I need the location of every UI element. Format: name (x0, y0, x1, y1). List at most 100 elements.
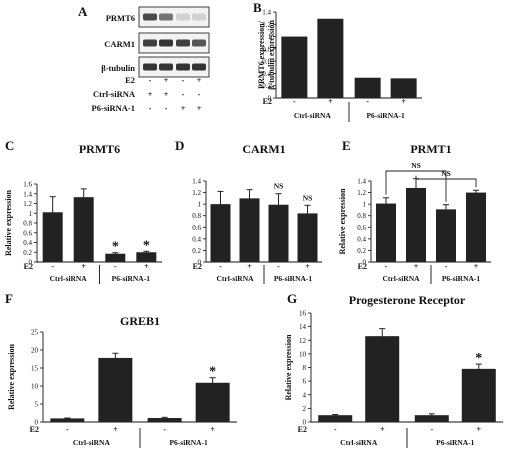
panel-label: C (5, 138, 14, 153)
treatment-sign: + (144, 262, 149, 271)
bar (98, 357, 133, 422)
blot-band (143, 13, 157, 21)
y-tick-label: 10 (31, 383, 39, 391)
group-label: Ctrl-siRNA (382, 274, 420, 283)
y-tick-label: 0.2 (23, 249, 32, 257)
y-tick-label: 1 (29, 210, 33, 218)
ns-annotation: NS (274, 182, 284, 191)
chart-title: Progesterone Receptor (349, 293, 466, 307)
chart-panel-f: F GREB1 Relative expression 0 5 10 15 20 25 - + - * +… (5, 291, 237, 448)
bar (436, 209, 456, 262)
y-tick-label: 15 (31, 365, 39, 373)
bar (73, 197, 94, 262)
treatment-label: E2 (298, 425, 307, 434)
y-tick-label: 0 (198, 259, 202, 267)
chart-title: CARM1 (242, 142, 285, 156)
treatment-label: E2 (30, 425, 39, 434)
chart-panel-d: D CARM1 0 0.2 0.4 0.6 0.8 1 1.2 1.4 - + NS - NS + E2 Ctrl… (175, 138, 322, 284)
y-tick-label: 1.4 (23, 190, 32, 198)
y-tick-label: 0.6 (23, 229, 32, 237)
bar (317, 18, 344, 99)
blot-treatment-sign: + (148, 90, 153, 99)
y-tick-label: 1.4 (262, 9, 271, 17)
blot-treatment-sign: + (164, 90, 169, 99)
y-axis-label: Relative expression (338, 188, 347, 254)
y-axis-label-line: PRMT6 expression/ (257, 20, 266, 88)
chart-panel-b: B PRMT6 expression/β-tubulin expression 0 0… (253, 0, 422, 122)
bar (210, 204, 231, 262)
blot-band (159, 13, 173, 21)
chart-panel-g: G Progesterone Receptor Relative expressio… (284, 291, 503, 448)
chart-title: PRMT1 (410, 142, 451, 156)
significance-star: * (475, 351, 482, 366)
y-tick-label: 1.2 (192, 189, 201, 197)
chart-title: PRMT6 (79, 142, 120, 156)
bar (390, 78, 417, 98)
y-tick-label: 2 (303, 405, 307, 413)
y-tick-label: 0.6 (262, 58, 271, 66)
y-tick-label: 8 (303, 364, 307, 372)
bracket-label: NS (441, 169, 451, 178)
y-tick-label: 0.4 (357, 235, 366, 243)
blot-strip (138, 6, 210, 28)
y-tick-label: 0 (29, 259, 33, 267)
treatment-sign: + (328, 97, 333, 106)
treatment-sign: + (113, 425, 118, 434)
group-label: Ctrl-siRNA (294, 111, 332, 120)
treatment-sign: + (380, 425, 385, 434)
blot-band (176, 13, 190, 21)
y-tick-label: 0.4 (192, 235, 201, 243)
y-tick-label: 0.4 (23, 239, 32, 247)
blot-treatment-sign: + (181, 104, 186, 113)
blot-band (192, 63, 206, 71)
significance-star: * (209, 365, 216, 380)
bar (147, 418, 182, 422)
y-tick-label: 0.8 (262, 45, 271, 53)
y-tick-label: 12 (299, 337, 307, 345)
y-tick-label: 0.4 (262, 70, 271, 78)
blot-treatment-label: P6-siRNA-1 (92, 103, 135, 113)
y-tick-label: 4 (303, 391, 307, 399)
treatment-sign: - (66, 425, 69, 434)
y-tick-label: 1.2 (262, 21, 271, 29)
group-label: P6-siRNA-1 (274, 274, 313, 283)
treatment-sign: - (114, 262, 117, 271)
treatment-sign: - (430, 425, 433, 434)
y-tick-label: 0 (363, 259, 367, 267)
blot-band (143, 63, 157, 71)
y-tick-label: 1 (363, 201, 367, 209)
y-tick-label: 25 (31, 329, 39, 337)
y-tick-label: 20 (31, 347, 39, 355)
bracket-label: NS (411, 161, 421, 170)
blot-treatment-label: E2 (125, 75, 135, 85)
blot-treatment-label: Ctrl-siRNA (93, 89, 136, 99)
significance-star: * (143, 238, 150, 253)
blot-treatment-sign: + (197, 76, 202, 85)
blot-strip (138, 32, 210, 54)
treatment-label: E2 (263, 97, 272, 106)
y-axis-label-line: β-tubulin expression (267, 20, 276, 90)
bar (414, 415, 449, 422)
significance-bracket (415, 175, 477, 188)
treatment-sign: + (474, 262, 479, 271)
y-tick-label: 10 (299, 350, 307, 358)
bar (318, 415, 353, 422)
chart-title: GREB1 (120, 314, 160, 328)
y-axis-label: PRMT6 expression/β-tubulin expression (257, 20, 276, 90)
group-label: P6-siRNA-1 (442, 274, 481, 283)
y-tick-label: 0 (35, 419, 39, 427)
blot-strip (138, 56, 210, 78)
treatment-sign: - (334, 425, 337, 434)
blot-band (176, 39, 190, 47)
bar (297, 213, 318, 262)
group-label: P6-siRNA-1 (436, 438, 475, 447)
chart-panel-e: E PRMT1 Relative expression 0 0.2 0.4 0.6 0.8 1 1… (338, 138, 491, 284)
blot-treatment-sign: + (164, 76, 169, 85)
bar (406, 187, 426, 262)
blot-treatment-sign: - (182, 76, 185, 85)
y-tick-label: 1.2 (23, 200, 32, 208)
treatment-sign: + (476, 425, 481, 434)
y-tick-label: 0.2 (357, 247, 366, 255)
treatment-sign: - (293, 97, 296, 106)
